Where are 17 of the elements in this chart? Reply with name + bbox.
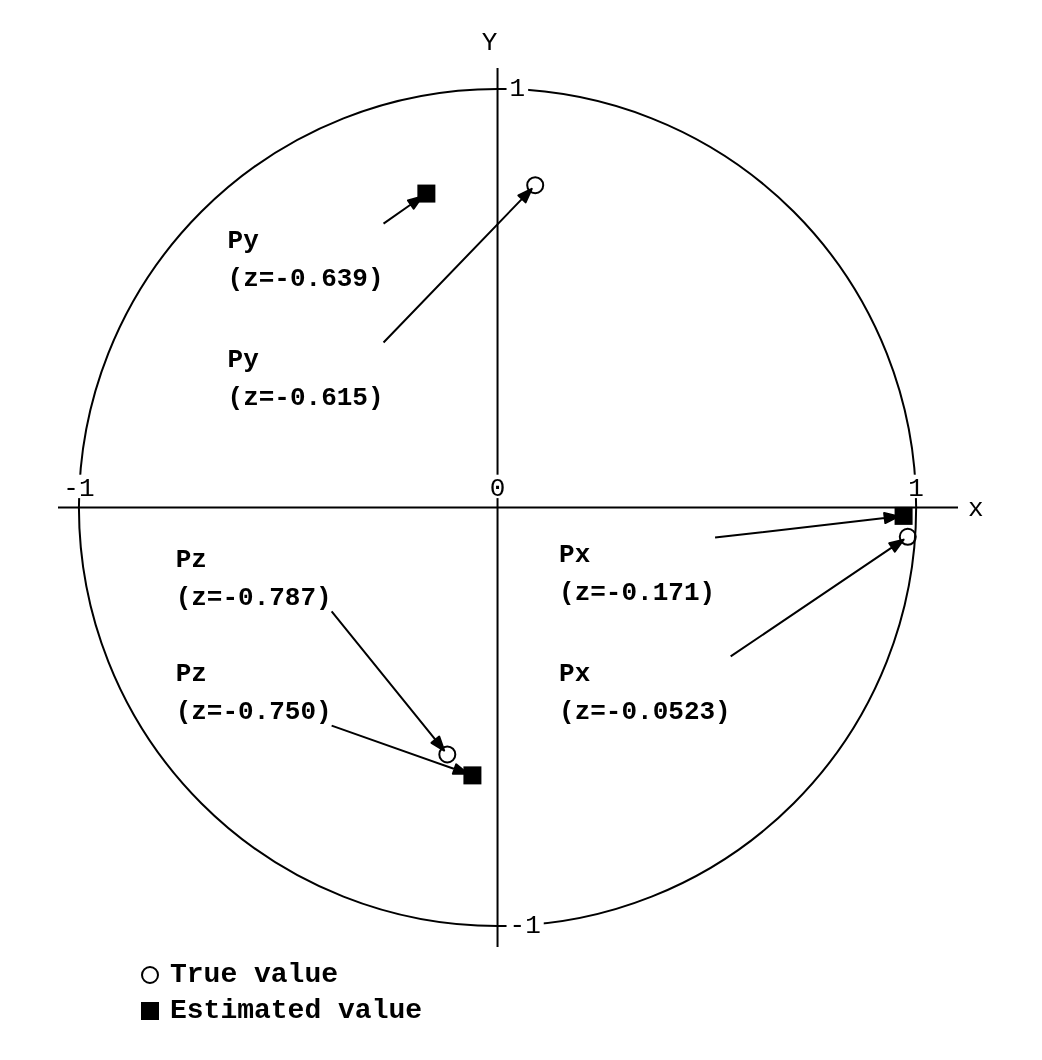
point [463, 766, 482, 785]
x-tick-label: -1 [63, 473, 95, 504]
x-tick-label: 1 [908, 473, 924, 504]
annotation: Pz (z=-0.750) [175, 659, 332, 727]
x-axis-title: x [968, 493, 984, 524]
annotation: Px (z=-0.0523) [559, 659, 731, 727]
point [417, 184, 436, 203]
legend-label: True value [170, 958, 339, 992]
point [438, 745, 457, 764]
annotation: Px (z=-0.171) [559, 540, 716, 609]
annotation: Py (z=-0.639) [227, 226, 384, 295]
point [526, 176, 545, 195]
legend-label: Estimated value [170, 994, 423, 1028]
annotation: Pz (z=-0.787) [175, 544, 332, 613]
x-tick-label: 0 [489, 473, 506, 504]
y-axis-title: Y [481, 28, 498, 58]
annotation: Py (z=-0.615) [227, 345, 384, 414]
